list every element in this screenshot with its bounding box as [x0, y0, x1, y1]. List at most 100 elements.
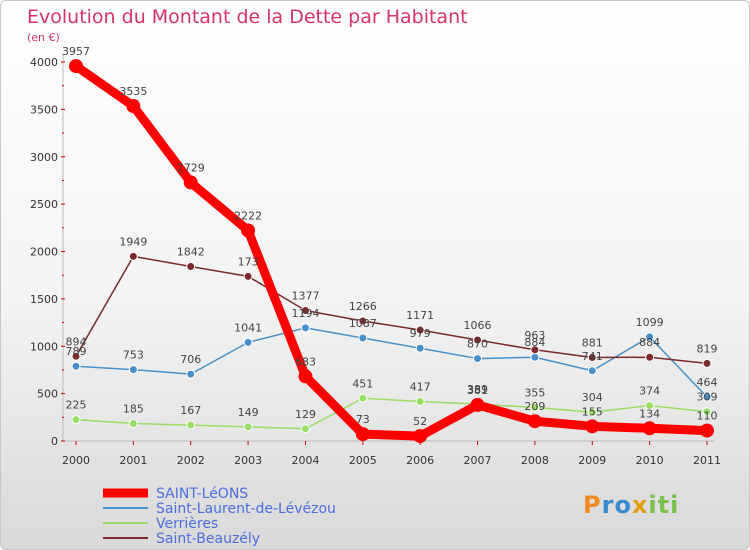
legend: SAINT-LéONSSaint-Laurent-de-LévézouVerri…: [103, 486, 336, 547]
data-point: [186, 261, 196, 271]
data-point: [128, 365, 138, 375]
series-line: [75, 397, 708, 430]
data-label: 894: [66, 335, 87, 348]
data-label: 464: [697, 376, 718, 389]
logo-letter: i: [670, 491, 680, 519]
legend-label: Saint-Beauzély: [156, 531, 260, 547]
data-label: 129: [295, 408, 316, 421]
data-label: 225: [66, 399, 87, 412]
data-point: [183, 175, 198, 190]
data-point: [700, 423, 714, 438]
logo-letter: x: [631, 491, 649, 519]
data-label: 309: [697, 391, 718, 404]
data-point: [702, 358, 712, 368]
data-point: [358, 333, 368, 343]
y-tick-label: 4000: [30, 56, 58, 69]
data-label: 884: [639, 336, 660, 349]
data-label: 185: [123, 402, 144, 415]
data-point: [645, 401, 655, 411]
x-tick-label: 2006: [406, 454, 434, 467]
data-label: 3957: [62, 45, 90, 58]
data-point: [587, 353, 597, 363]
data-point: [243, 422, 253, 432]
x-tick-label: 2003: [234, 454, 262, 467]
x-tick-label: 2009: [578, 454, 606, 467]
data-point: [702, 407, 712, 417]
data-label: 1099: [636, 316, 664, 329]
data-label: 1949: [119, 235, 147, 248]
y-tick-label: 1500: [30, 293, 58, 306]
data-label: 1377: [291, 290, 319, 303]
logo-letter: o: [614, 491, 632, 519]
data-label: 451: [352, 377, 373, 390]
legend-label: SAINT-LéONS: [156, 486, 248, 502]
data-point: [527, 414, 542, 429]
data-point: [300, 323, 310, 333]
logo-letter: P: [583, 491, 602, 519]
data-point: [300, 424, 310, 434]
y-tick-label: 500: [37, 388, 58, 401]
data-point: [243, 271, 253, 281]
data-point: [642, 421, 657, 436]
data-label: 819: [697, 342, 718, 355]
data-label: 381: [467, 384, 488, 397]
data-point: [186, 420, 196, 430]
data-label: 870: [467, 338, 488, 351]
data-labels-layer: 789 753 706 1041 1194 1087 979 870 884 741 1099 464…: [62, 45, 718, 428]
logo-letter: i: [648, 491, 658, 519]
x-tick-label: 2011: [693, 454, 721, 467]
proxiti-logo: Proxiti: [583, 491, 679, 519]
x-tick-label: 2007: [464, 454, 492, 467]
chart-title: Evolution du Montant de la Dette par Hab…: [27, 6, 468, 28]
y-tick-label: 2000: [30, 246, 58, 259]
data-point: [473, 354, 483, 364]
data-point: [358, 393, 368, 403]
data-label: 389: [467, 383, 488, 396]
data-label: 110: [697, 410, 718, 423]
data-label: 683: [295, 355, 316, 368]
data-label: 73: [356, 413, 370, 426]
data-label: 134: [639, 407, 660, 420]
legend-label: Verrières: [156, 516, 218, 532]
data-label: 789: [66, 345, 87, 358]
data-point: [71, 351, 81, 361]
series-line: [75, 255, 708, 365]
data-label: 1066: [464, 319, 492, 332]
x-tick-label: 2010: [636, 454, 664, 467]
x-tick-label: 2000: [62, 454, 90, 467]
y-tick-label: 1000: [30, 340, 58, 353]
series-line: [71, 61, 712, 441]
data-point: [128, 418, 138, 428]
data-point: [587, 407, 597, 417]
data-point: [473, 335, 483, 345]
data-point: [128, 251, 138, 261]
data-label: 1041: [234, 321, 262, 334]
legend-label: Saint-Laurent-de-Lévézou: [156, 501, 336, 517]
chart-axes: 0 500 1000 1500 2000 2500 3000 3500 4000 2000 2001…: [30, 54, 721, 467]
data-label: 2222: [234, 209, 262, 222]
data-label: 304: [582, 391, 603, 404]
data-label: 2729: [177, 161, 205, 174]
data-label: 706: [180, 353, 201, 366]
data-point: [358, 316, 368, 326]
data-point: [71, 361, 81, 371]
data-point: [415, 343, 425, 353]
data-label: 1194: [291, 307, 319, 320]
data-point: [243, 337, 253, 347]
data-point: [415, 396, 425, 406]
data-label: 3535: [119, 85, 147, 98]
logo-letter: t: [657, 491, 671, 519]
data-point: [413, 429, 428, 444]
x-tick-label: 2005: [349, 454, 377, 467]
series-line: [75, 327, 708, 398]
data-label: 741: [582, 350, 603, 363]
data-label: 884: [524, 336, 545, 349]
data-point: [470, 397, 485, 412]
x-tick-label: 2002: [177, 454, 205, 467]
y-tick-label: 2500: [30, 198, 58, 211]
data-label: 355: [524, 386, 545, 399]
data-point: [702, 392, 712, 402]
data-label: 149: [238, 406, 259, 419]
data-point: [530, 345, 540, 355]
